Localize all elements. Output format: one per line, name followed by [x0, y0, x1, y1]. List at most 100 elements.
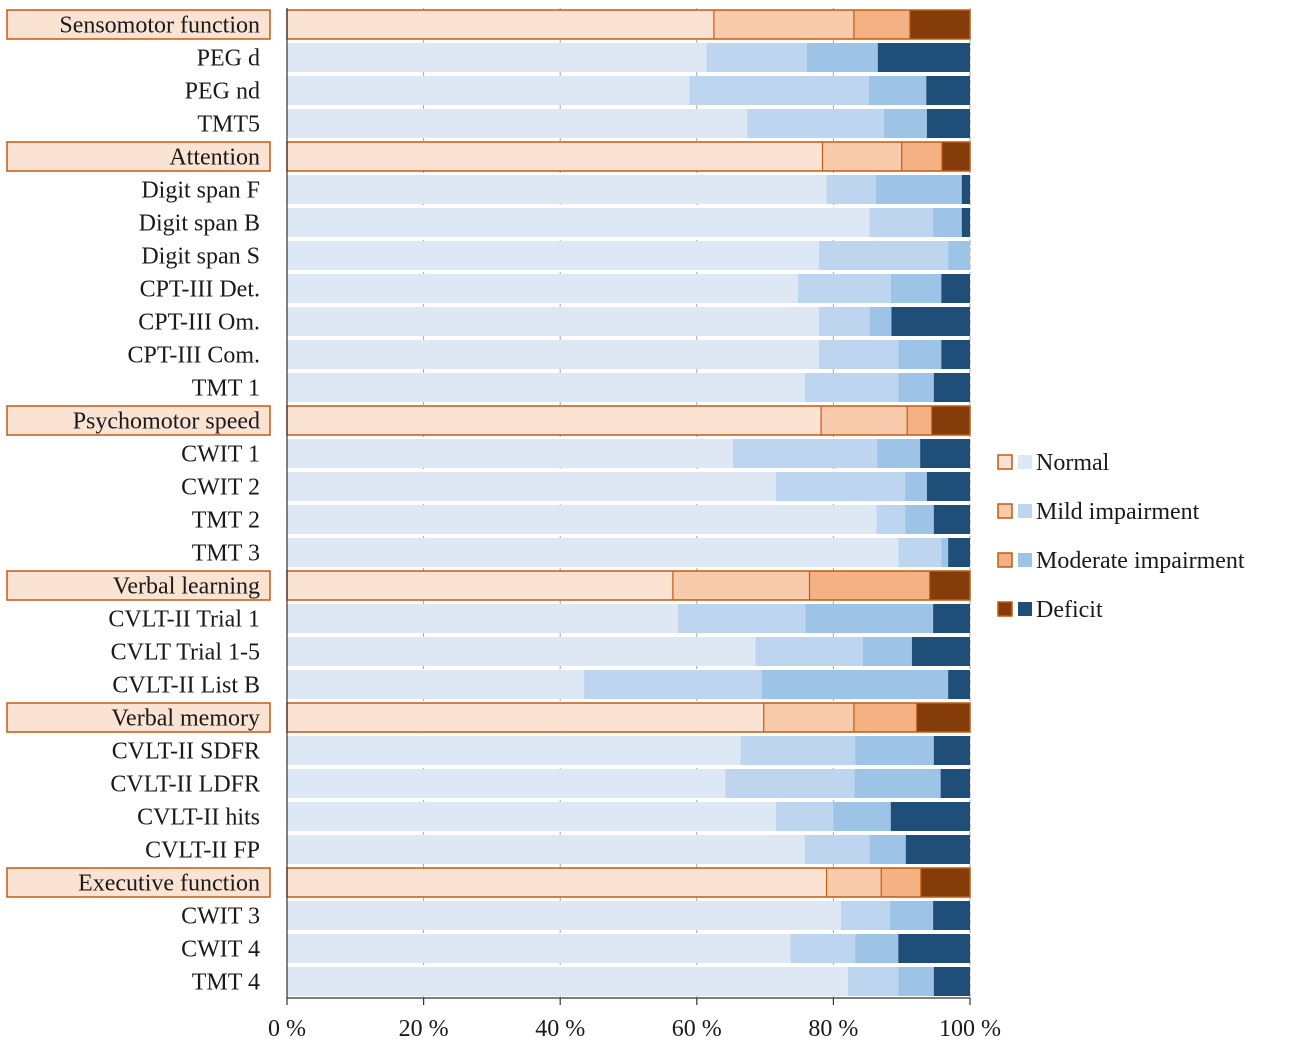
domain-bar-segment-deficit — [920, 868, 970, 897]
bar-segment-normal — [287, 637, 756, 666]
bar-segment-mild-impairment — [732, 439, 878, 468]
bar-segment-moderate-impairment — [933, 208, 962, 237]
bar-segment-mild-impairment — [819, 340, 899, 369]
bar-segment-moderate-impairment — [854, 769, 941, 798]
bar-segment-moderate-impairment — [761, 670, 949, 699]
bar-segment-deficit — [877, 43, 970, 72]
bar-segment-mild-impairment — [747, 109, 884, 138]
bar-segment-mild-impairment — [740, 736, 856, 765]
category-label: CWIT 4 — [181, 937, 260, 963]
bar-segment-mild-impairment — [804, 373, 899, 402]
category-label: TMT 4 — [192, 970, 260, 996]
legend-label: Moderate impairment — [1036, 548, 1245, 574]
bar-segment-deficit — [933, 373, 970, 402]
domain-bar-segment-normal — [287, 406, 822, 435]
bar-segment-mild-impairment — [840, 901, 891, 930]
category-label: CVLT-II hits — [137, 805, 260, 831]
bar-segment-mild-impairment — [869, 208, 934, 237]
bar-segment-deficit — [890, 802, 970, 831]
bar-segment-moderate-impairment — [890, 274, 942, 303]
category-label: CVLT-II Trial 1 — [108, 607, 260, 633]
domain-bar-segment-moderate-impairment — [907, 406, 932, 435]
domain-label: Sensomotor function — [59, 13, 260, 39]
domain-label-box — [6, 702, 271, 733]
bar-segment-moderate-impairment — [875, 175, 962, 204]
bar-segment-deficit — [948, 670, 970, 699]
bar-segment-moderate-impairment — [877, 439, 921, 468]
bar-segment-normal — [287, 43, 707, 72]
domain-bar-segment-deficit — [909, 10, 970, 39]
category-label: CVLT-II LDFR — [110, 772, 260, 798]
category-label: CVLT Trial 1-5 — [111, 640, 260, 666]
domain-bar-segment-deficit — [931, 406, 970, 435]
category-label: CWIT 3 — [181, 904, 260, 930]
bar-segment-deficit — [926, 109, 970, 138]
category-label: TMT 2 — [192, 508, 260, 534]
bar-segment-mild-impairment — [755, 637, 863, 666]
domain-bar-segment-mild-impairment — [713, 10, 854, 39]
bar-segment-moderate-impairment — [898, 340, 942, 369]
category-label: TMT 3 — [192, 541, 260, 567]
bar-segment-deficit — [941, 274, 970, 303]
bar-segment-normal — [287, 241, 820, 270]
bar-segment-mild-impairment — [819, 241, 949, 270]
category-label: TMT 1 — [192, 376, 260, 402]
bar-segment-deficit — [940, 769, 970, 798]
domain-bar-segment-mild-impairment — [822, 142, 902, 171]
x-tick-label: 100 % — [939, 1016, 1001, 1042]
bar-segment-deficit — [926, 76, 970, 105]
bar-segment-normal — [287, 373, 805, 402]
bar-segment-normal — [287, 538, 899, 567]
legend-label: Deficit — [1036, 597, 1103, 623]
category-label: CWIT 1 — [181, 442, 260, 468]
bar-segment-moderate-impairment — [869, 835, 906, 864]
domain-label-box — [6, 9, 271, 40]
legend-swatch-test — [1018, 455, 1032, 469]
bar-segment-normal — [287, 472, 777, 501]
domain-bar-segment-normal — [287, 703, 764, 732]
domain-label-box — [6, 405, 271, 436]
x-tick-label: 20 % — [399, 1016, 449, 1042]
domain-bar-segment-moderate-impairment — [881, 868, 921, 897]
domain-bar-segment-moderate-impairment — [809, 571, 930, 600]
bar-segment-normal — [287, 76, 690, 105]
category-label: Digit span F — [141, 178, 260, 204]
x-tick-label: 80 % — [808, 1016, 858, 1042]
bar-segment-deficit — [948, 538, 970, 567]
bar-segment-moderate-impairment — [806, 43, 878, 72]
bar-segment-mild-impairment — [876, 505, 906, 534]
bar-segment-moderate-impairment — [855, 934, 899, 963]
bar-segment-normal — [287, 901, 841, 930]
legend-swatch-test — [1018, 504, 1032, 518]
bar-segment-normal — [287, 604, 678, 633]
bar-segment-moderate-impairment — [948, 241, 970, 270]
domain-bar-segment-mild-impairment — [763, 703, 854, 732]
legend-swatch-domain — [997, 601, 1013, 617]
bar-segment-normal — [287, 769, 726, 798]
bar-segment-moderate-impairment — [869, 307, 892, 336]
domain-bar-segment-normal — [287, 10, 714, 39]
category-label: CVLT-II SDFR — [112, 739, 260, 765]
domain-label: Attention — [169, 145, 260, 171]
bar-segment-normal — [287, 835, 805, 864]
domain-label: Psychomotor speed — [73, 409, 260, 435]
bar-segment-normal — [287, 934, 791, 963]
bar-segment-moderate-impairment — [805, 604, 934, 633]
domain-bar-segment-deficit — [916, 703, 970, 732]
bar-segment-normal — [287, 109, 748, 138]
domain-bar-segment-normal — [287, 571, 673, 600]
legend-swatch-domain — [997, 503, 1013, 519]
bar-segment-mild-impairment — [898, 538, 942, 567]
domain-label: Verbal learning — [113, 574, 260, 600]
x-tick-label: 0 % — [268, 1016, 306, 1042]
bar-segment-deficit — [961, 208, 970, 237]
bar-segment-mild-impairment — [706, 43, 807, 72]
bar-segment-moderate-impairment — [890, 901, 934, 930]
category-label: PEG nd — [185, 79, 260, 105]
domain-bar-segment-moderate-impairment — [901, 142, 942, 171]
legend: Normal Mild impairment Moderate impairment… — [997, 450, 1245, 623]
x-tick-label: 60 % — [672, 1016, 722, 1042]
domain-bar-segment-deficit — [941, 142, 970, 171]
bar-segment-moderate-impairment — [833, 802, 891, 831]
bar-segment-mild-impairment — [826, 175, 876, 204]
